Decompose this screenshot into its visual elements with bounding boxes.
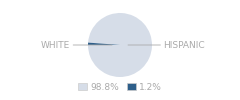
Text: HISPANIC: HISPANIC xyxy=(128,40,205,50)
Wedge shape xyxy=(88,13,152,77)
Text: WHITE: WHITE xyxy=(41,40,112,50)
Wedge shape xyxy=(88,43,120,45)
Legend: 98.8%, 1.2%: 98.8%, 1.2% xyxy=(74,79,166,95)
